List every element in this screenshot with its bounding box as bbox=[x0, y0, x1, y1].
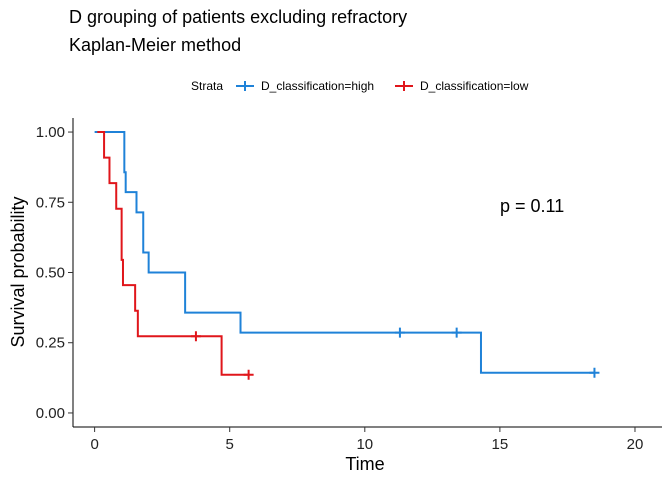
x-tick-label: 5 bbox=[226, 436, 234, 453]
y-tick-label: 0.00 bbox=[36, 405, 65, 422]
series-line-1 bbox=[97, 131, 249, 376]
chart-subtitle: Kaplan-Meier method bbox=[69, 35, 241, 55]
x-tick-label: 10 bbox=[356, 436, 373, 453]
x-axis-title: Time bbox=[345, 454, 384, 474]
chart-title: D grouping of patients excluding refract… bbox=[69, 7, 407, 27]
x-tick-label: 0 bbox=[90, 436, 98, 453]
series-line-0 bbox=[94, 131, 595, 374]
y-axis-title: Survival probability bbox=[8, 196, 28, 347]
censor-mark bbox=[394, 327, 405, 338]
y-tick-label: 1.00 bbox=[36, 124, 65, 141]
legend: Strata D_classification=high D_classific… bbox=[191, 79, 529, 93]
y-tick-label: 0.50 bbox=[36, 265, 65, 282]
censor-mark bbox=[243, 369, 254, 380]
x-tick-label: 15 bbox=[492, 436, 509, 453]
p-value-annotation: p = 0.11 bbox=[500, 196, 564, 216]
plot-area: 0 5 10 15 20 0.00 0.25 0.50 0.75 1.00 bbox=[36, 118, 662, 453]
censor-mark bbox=[589, 367, 600, 378]
legend-title: Strata bbox=[191, 79, 223, 93]
censor-mark bbox=[190, 331, 201, 342]
legend-key-low bbox=[395, 81, 413, 91]
censor-mark bbox=[451, 327, 462, 338]
x-tick-label: 20 bbox=[627, 436, 644, 453]
y-tick-label: 0.25 bbox=[36, 335, 65, 352]
y-tick-label: 0.75 bbox=[36, 194, 65, 211]
legend-label-low: D_classification=low bbox=[420, 79, 529, 93]
legend-label-high: D_classification=high bbox=[261, 79, 374, 93]
legend-key-high bbox=[236, 81, 254, 91]
